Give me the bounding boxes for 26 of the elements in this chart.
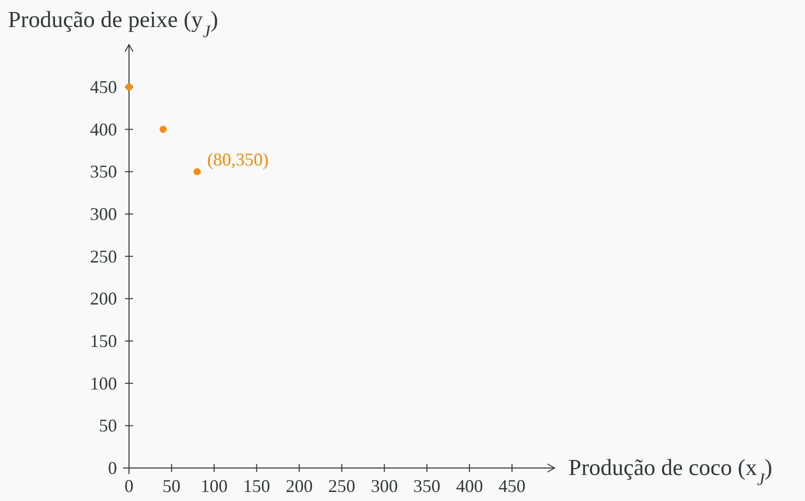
x-tick-label: 400: [456, 476, 483, 496]
y-tick-label: 100: [90, 373, 117, 394]
y-tick-label: 450: [90, 77, 117, 97]
x-tick-label: 200: [286, 476, 313, 496]
x-axis-title: Produção de coco (x$_{J}$): [568, 455, 772, 488]
x-tick-label: 150: [243, 476, 270, 496]
x-tick-label: 100: [200, 476, 228, 496]
y-tick-label: 150: [90, 331, 117, 351]
y-tick-label: 400: [90, 119, 117, 140]
x-tick-label: 300: [370, 476, 398, 496]
x-tick-label: 50: [162, 476, 181, 496]
y-tick-label: 200: [90, 288, 117, 309]
point: [126, 84, 132, 90]
x-tick-label: 450: [498, 476, 526, 496]
point: [194, 168, 201, 176]
y-tick-label: 300: [90, 204, 117, 224]
y-axis-title: Produção de peixe (y$_{J}$): [8, 7, 218, 40]
y-tick-label: 50: [99, 416, 117, 436]
x-tick-label: 350: [413, 476, 440, 496]
point: [160, 126, 167, 133]
x-tick-label: 250: [328, 476, 356, 496]
x-tick-label: 0: [124, 476, 134, 496]
annotation: (80,350): [207, 150, 269, 170]
y-tick-label: 350: [90, 162, 117, 182]
y-tick-label: 250: [90, 246, 117, 266]
y-tick-label: 0: [108, 458, 117, 478]
